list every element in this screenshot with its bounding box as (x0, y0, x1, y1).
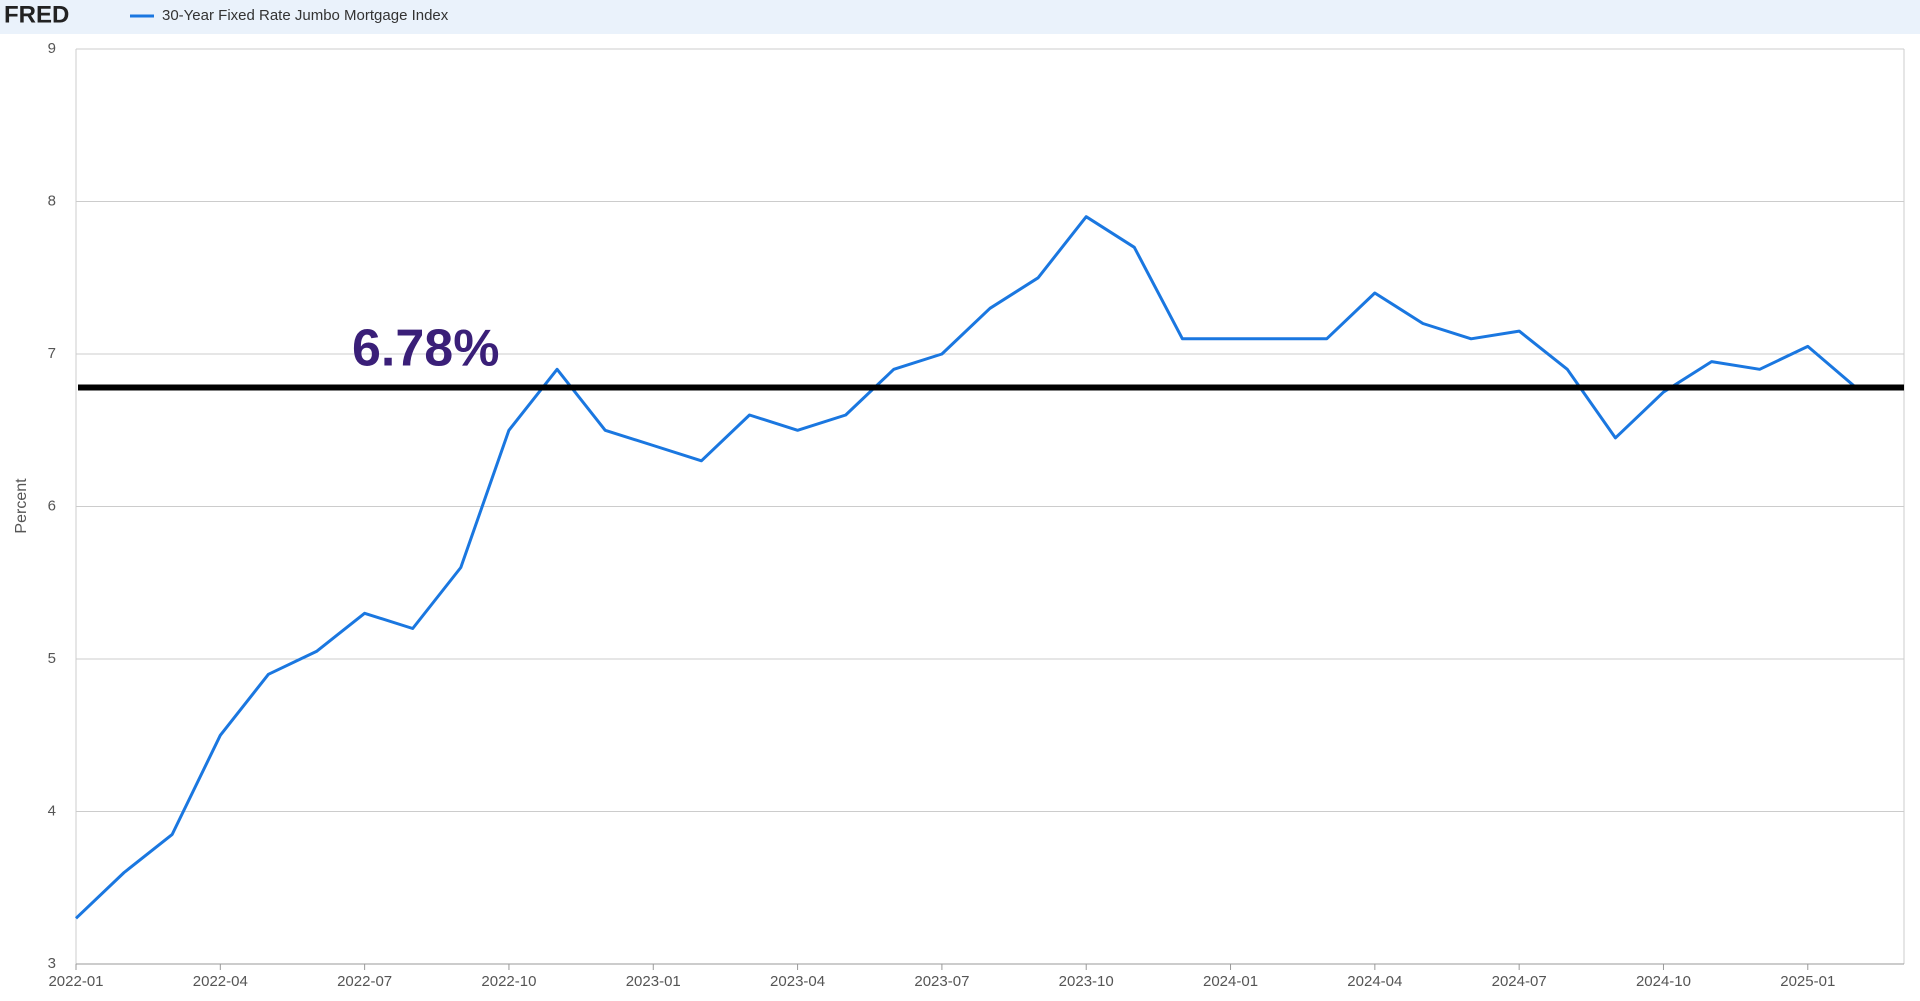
y-tick-label: 9 (48, 40, 56, 57)
x-tick-label: 2022-04 (193, 973, 248, 990)
reference-label: 6.78% (352, 319, 499, 377)
x-tick-label: 2022-01 (48, 973, 103, 990)
y-tick-label: 6 (48, 497, 56, 514)
y-tick-label: 7 (48, 345, 56, 362)
x-tick-label: 2022-10 (481, 973, 536, 990)
x-tick-label: 2022-07 (337, 973, 392, 990)
y-tick-label: 3 (48, 955, 56, 972)
y-tick-label: 5 (48, 650, 56, 667)
x-tick-label: 2024-07 (1492, 973, 1547, 990)
x-tick-label: 2023-10 (1059, 973, 1114, 990)
x-tick-label: 2023-04 (770, 973, 825, 990)
x-tick-label: 2024-10 (1636, 973, 1691, 990)
y-tick-label: 4 (48, 802, 56, 819)
legend-label: 30-Year Fixed Rate Jumbo Mortgage Index (162, 7, 449, 24)
series-line (74, 215, 1857, 920)
x-tick-label: 2023-07 (914, 973, 969, 990)
x-tick-label: 2024-01 (1203, 973, 1258, 990)
y-axis-label: Percent (13, 478, 30, 534)
brand-logo[interactable]: FRED (4, 1, 69, 28)
x-tick-label: 2023-01 (626, 973, 681, 990)
x-tick-label: 2024-04 (1347, 973, 1402, 990)
chart-background (0, 34, 1920, 996)
y-tick-label: 8 (48, 192, 56, 209)
x-tick-label: 2025-01 (1780, 973, 1835, 990)
